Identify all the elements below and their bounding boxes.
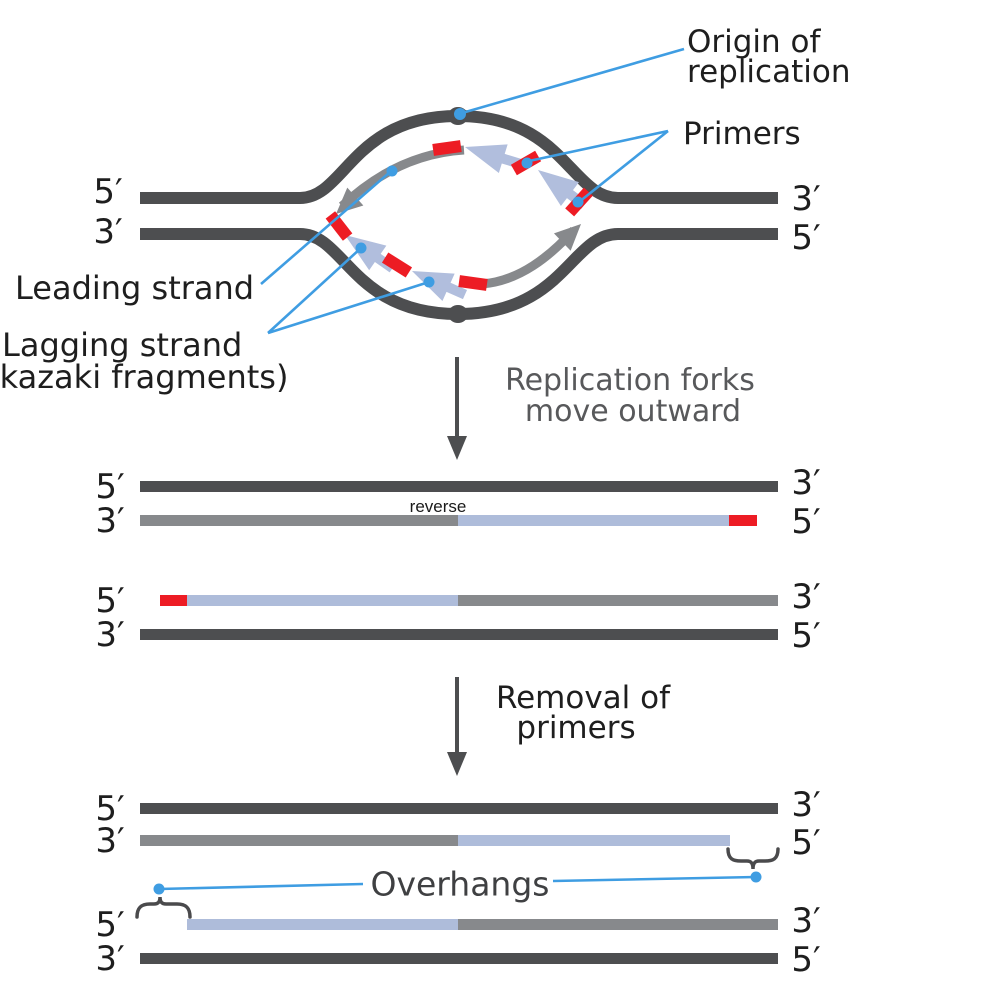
parental-strand <box>140 629 778 640</box>
bubble-left-top-end: 5′ <box>93 172 122 212</box>
bubble-left-bottom-end: 3′ <box>93 212 122 252</box>
lagging-leader-line-2 <box>267 280 430 335</box>
primers-leader-line-1 <box>528 129 669 163</box>
strand-end-label: 3′ <box>791 901 820 941</box>
overhang-brace-left <box>135 896 192 919</box>
strand-end-label: 5′ <box>791 823 820 863</box>
replication-bubble: Origin of replication Primers Leading st… <box>0 24 850 396</box>
overhangs-label: Overhangs <box>371 865 550 904</box>
template-strand-half <box>458 919 778 930</box>
primer-leader-dot <box>572 196 584 208</box>
new-strand-half <box>458 835 730 846</box>
strand-end-label: 3′ <box>95 821 124 861</box>
parental-strand <box>140 481 778 492</box>
strand-end-label: 3′ <box>95 939 124 979</box>
overhang-leader-dot <box>153 883 165 895</box>
strand-end-label: 5′ <box>791 502 820 542</box>
bubble-right-top-end: 3′ <box>791 179 820 219</box>
strand-end-label: 3′ <box>95 501 124 541</box>
duplex-after-removal: 5′ 3′ 3′ 5′ Overhangs 5′ 3′ 3′ 5′ <box>95 785 820 980</box>
template-strand-half <box>140 515 458 526</box>
new-strand-half <box>458 515 729 526</box>
okazaki-fragments-label: (Okazaki fragments) <box>0 358 288 396</box>
strand-end-label: 3′ <box>791 463 820 503</box>
origin-label-line2: replication <box>687 54 850 90</box>
origin-leader-line <box>461 47 685 115</box>
duplex-after-forks: reverse 5′ 3′ 3′ 5′ 5′ 3′ 3′ 5′ <box>95 463 820 656</box>
origin-leader-dot <box>454 108 466 120</box>
primer-leader-dot <box>521 157 533 169</box>
primer-segment <box>381 252 413 278</box>
parental-strand <box>140 803 778 814</box>
strand-end-label: 5′ <box>95 789 124 829</box>
lagging-strand-label: Lagging strand <box>2 326 242 364</box>
origin-dot-bottom <box>448 305 468 323</box>
step2-removal-of-primers: Removal of primers <box>447 677 671 776</box>
strand-end-label: 3′ <box>95 615 124 655</box>
overhang-leader-dot <box>750 871 762 883</box>
new-strand-half <box>187 595 458 606</box>
template-strand-half <box>140 835 458 846</box>
primer-segment <box>160 595 187 606</box>
bubble-right-bottom-end: 5′ <box>791 218 820 258</box>
strand-end-label: 3′ <box>791 577 820 617</box>
overhangs-leader-left <box>158 882 364 891</box>
template-strand-half <box>458 595 778 606</box>
strand-end-label: 5′ <box>791 616 820 656</box>
primers-leader-line-2 <box>578 129 669 204</box>
step2-label-line1: Removal of <box>496 680 671 716</box>
step1-label-line1: Replication forks <box>505 363 755 398</box>
step1-replication-forks: Replication forks move outward <box>447 357 755 460</box>
primer-segment <box>729 515 757 526</box>
leading-leader-line <box>260 171 391 285</box>
strand-end-label: 5′ <box>791 940 820 980</box>
strand-end-label: 5′ <box>95 467 124 507</box>
parental-strand <box>140 953 778 964</box>
leading-leader-dot <box>386 165 398 177</box>
lagging-leader-dot <box>355 242 367 254</box>
strand-end-label: 5′ <box>95 905 124 945</box>
strand-end-label: 3′ <box>791 785 820 825</box>
new-strand-half <box>187 919 458 930</box>
down-arrowhead <box>447 436 467 460</box>
step1-label-line2: move outward <box>525 394 741 429</box>
step2-label-line2: primers <box>516 710 635 746</box>
origin-label-line1: Origin of <box>687 24 822 60</box>
lagging-leader-line-1 <box>267 247 362 334</box>
leading-strand-label: Leading strand <box>15 269 254 307</box>
reverse-note: reverse <box>410 497 467 516</box>
overhang-brace-right <box>726 847 780 870</box>
primers-label: Primers <box>683 116 801 152</box>
strand-end-label: 5′ <box>95 581 124 621</box>
lagging-leader-dot <box>423 276 435 288</box>
down-arrowhead <box>447 752 467 776</box>
overhangs-leader-right <box>552 875 757 883</box>
